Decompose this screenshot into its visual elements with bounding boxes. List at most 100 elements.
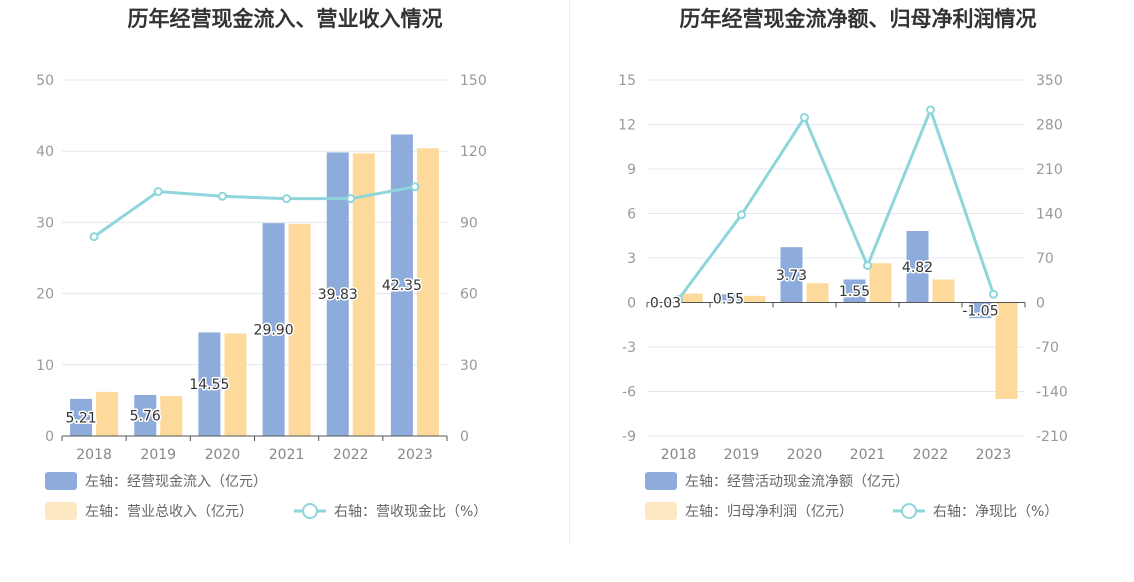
bar-primary <box>843 279 866 303</box>
right-axis-tick-label: 210 <box>1036 162 1063 178</box>
ratio-point <box>800 113 809 123</box>
bar-primary <box>70 398 93 436</box>
chart-title: 历年经营现金流净额、归母净利润情况 <box>680 7 1037 31</box>
right-axis-tick-label: 0 <box>1036 296 1045 312</box>
right-axis-tick-label: 280 <box>1036 118 1063 134</box>
right-axis-tick-label: -210 <box>1036 429 1068 445</box>
bar-secondary <box>224 333 247 436</box>
ratio-point <box>926 105 935 115</box>
bar-data-label: 5.76 <box>130 408 161 424</box>
bar-secondary <box>680 293 703 303</box>
right-axis-tick-label: 140 <box>1036 207 1063 223</box>
x-axis-tick-label: 2023 <box>397 447 433 463</box>
left-axis-tick-label: 12 <box>618 118 636 134</box>
bar-primary <box>906 231 929 303</box>
chart-title: 历年经营现金流入、营业收入情况 <box>128 7 443 31</box>
bar-secondary <box>416 148 439 437</box>
bar-secondary <box>96 391 119 436</box>
left-axis-tick-label: 9 <box>627 162 636 178</box>
bar-primary <box>969 302 992 319</box>
x-axis-tick-label: 2021 <box>269 447 305 463</box>
bar-primary <box>390 134 413 436</box>
bar-secondary <box>932 279 955 303</box>
left-axis-tick-label: 0 <box>45 429 54 445</box>
left-axis-tick-label: 40 <box>36 144 54 160</box>
bar-primary <box>326 152 349 436</box>
left-axis-tick-label: 6 <box>627 207 636 223</box>
legend-swatch-bar <box>645 472 677 490</box>
right-axis-tick-label: 150 <box>460 73 487 89</box>
left-axis-tick-label: 10 <box>36 358 54 374</box>
ratio-point <box>217 191 227 201</box>
legend-label: 右轴：净现比（%） <box>933 504 1058 520</box>
bar-data-label: 39.83 <box>318 287 358 303</box>
ratio-point <box>153 187 163 197</box>
bar-primary <box>134 394 157 436</box>
ratio-point <box>346 194 356 204</box>
bar-primary <box>717 294 740 303</box>
bar-secondary <box>352 153 375 436</box>
x-axis-tick-label: 2022 <box>333 447 369 463</box>
right-axis-tick-label: 90 <box>460 215 478 231</box>
legend-label: 左轴：经营现金流入（亿元） <box>85 474 267 490</box>
bar-secondary <box>869 263 892 303</box>
x-axis-tick-label: 2022 <box>913 447 949 463</box>
legend-label: 左轴：营业总收入（亿元） <box>85 504 253 520</box>
left-axis-tick-label: -3 <box>622 340 636 356</box>
left-axis-tick-label: 30 <box>36 215 54 231</box>
ratio-point <box>989 289 998 299</box>
left-axis-tick-label: 20 <box>36 287 54 303</box>
left-axis-tick-label: 3 <box>627 251 636 267</box>
x-axis-tick-label: 2020 <box>787 447 823 463</box>
bar-data-label: 3.73 <box>776 268 807 284</box>
ratio-point <box>674 294 683 304</box>
left-axis-tick-label: -6 <box>622 385 636 401</box>
bar-data-label: 14.55 <box>189 377 229 393</box>
bar-primary <box>262 223 285 436</box>
bar-secondary <box>995 302 1018 399</box>
bar-secondary <box>743 295 766 303</box>
bar-data-label: 5.21 <box>65 410 96 426</box>
ratio-point <box>737 210 746 220</box>
right-axis-tick-label: -70 <box>1036 340 1059 356</box>
legend-label: 左轴：归母净利润（亿元） <box>685 503 853 520</box>
bar-primary <box>780 247 803 303</box>
ratio-point <box>863 261 872 271</box>
chart-operating-cash-inflow-revenue: 历年经营现金流入、营业收入情况 0 10 20 30 40 50 0 30 60 90 120 150 2… <box>36 7 487 520</box>
right-axis-tick-label: 60 <box>460 287 478 303</box>
bar-data-label: 1.55 <box>839 284 870 300</box>
legend-label: 右轴：营收现金比（%） <box>334 504 487 520</box>
bar-data-label: 0.55 <box>713 291 744 307</box>
left-axis-tick-label: 0 <box>627 296 636 312</box>
left-axis-tick-label: -9 <box>622 429 636 445</box>
x-axis-tick-label: 2018 <box>661 447 697 463</box>
legend-swatch-marker <box>901 503 917 519</box>
bar-data-label: 4.82 <box>902 260 933 276</box>
x-axis-tick-label: 2019 <box>140 447 176 463</box>
bar-secondary <box>160 396 183 436</box>
x-axis-tick-label: 2021 <box>850 447 886 463</box>
bar-data-label: 0.03 <box>650 295 681 311</box>
x-axis-tick-label: 2018 <box>76 447 112 463</box>
ratio-line <box>677 105 995 301</box>
legend-swatch-bar <box>45 472 77 490</box>
x-axis-tick-label: 2020 <box>205 447 241 463</box>
right-axis-tick-label: 30 <box>460 358 478 374</box>
chart-net-operating-cash-flow-profit: 历年经营现金流净额、归母净利润情况 -9 -6 -3 0 3 6 9 12 15 -210 -140 -… <box>618 7 1068 520</box>
right-axis-tick-label: -140 <box>1036 385 1068 401</box>
ratio-point <box>89 232 99 242</box>
right-axis-tick-label: 350 <box>1036 73 1063 89</box>
bar-data-label: -1.05 <box>962 303 998 319</box>
bar-secondary <box>806 283 829 303</box>
right-axis-tick-label: 120 <box>460 144 487 160</box>
bar-secondary <box>288 223 311 436</box>
right-axis-tick-label: 70 <box>1036 251 1054 267</box>
ratio-point <box>282 194 292 204</box>
left-axis-tick-label: 15 <box>618 73 636 89</box>
bar-data-label: 42.35 <box>382 278 422 294</box>
bar-data-label: 29.90 <box>254 323 294 339</box>
legend-swatch-marker <box>302 503 318 519</box>
legend-label: 左轴：经营活动现金流净额（亿元） <box>685 474 909 490</box>
ratio-line <box>93 185 416 238</box>
